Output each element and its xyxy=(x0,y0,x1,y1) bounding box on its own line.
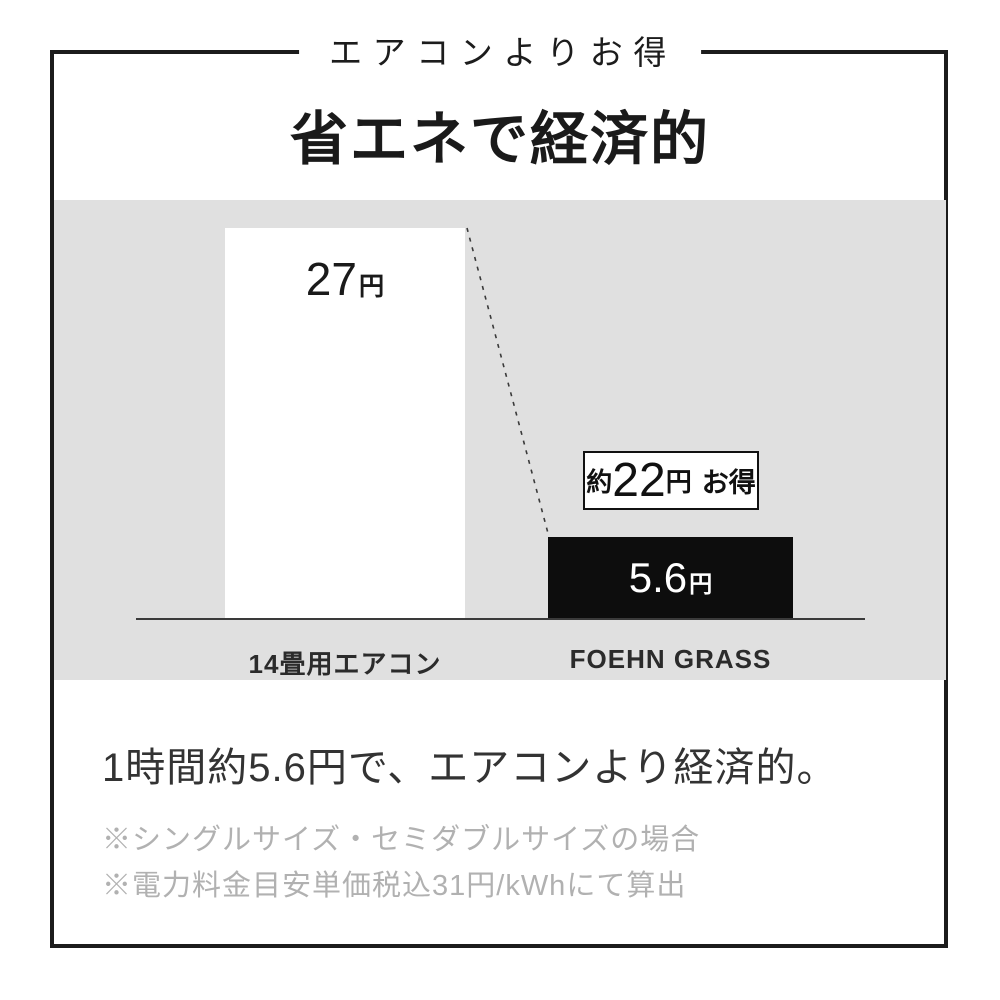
category-label-product: FOEHN GRASS xyxy=(569,644,772,674)
bar-aircon-value: 27円 xyxy=(305,253,385,305)
savings-callout: 約 22 円お得 xyxy=(583,451,759,510)
cost-comparison-chart: 27円 約 22 円お得 5.6円 14畳用エアコン FOEHN GRASS xyxy=(54,200,946,680)
ribbon-label: エアコンよりお得 xyxy=(299,24,701,76)
yen-unit: 円 xyxy=(665,467,692,497)
savings-approx: 約 xyxy=(586,467,613,497)
footer-headline: 1時間約5.6円で、エアコンより経済的。 xyxy=(102,746,838,790)
yen-unit: 円 xyxy=(358,273,385,301)
bar-product: 5.6円 xyxy=(548,537,793,620)
page-title: 省エネで経済的 xyxy=(289,107,710,172)
yen-unit: 円 xyxy=(689,570,713,597)
footer-text-block: 1時間約5.6円で、エアコンより経済的。 ※シングルサイズ・セミダブルサイズの場… xyxy=(102,735,902,910)
baseline-axis xyxy=(136,618,865,620)
footnote-size: ※シングルサイズ・セミダブルサイズの場合 xyxy=(102,824,701,856)
footnote-rate: ※電力料金目安単価税込31円/kWhにて算出 xyxy=(102,870,687,903)
savings-suffix: お得 xyxy=(701,468,756,498)
category-label-aircon: 14畳用エアコン xyxy=(248,649,442,679)
savings-dotted-line xyxy=(466,227,550,538)
bar-aircon: 27円 xyxy=(225,228,465,620)
savings-value: 22 xyxy=(612,453,666,507)
footnotes: ※シングルサイズ・セミダブルサイズの場合 ※電力料金目安単価税込31円/kWhに… xyxy=(102,817,902,910)
bar-product-value: 5.6円 xyxy=(628,553,713,601)
